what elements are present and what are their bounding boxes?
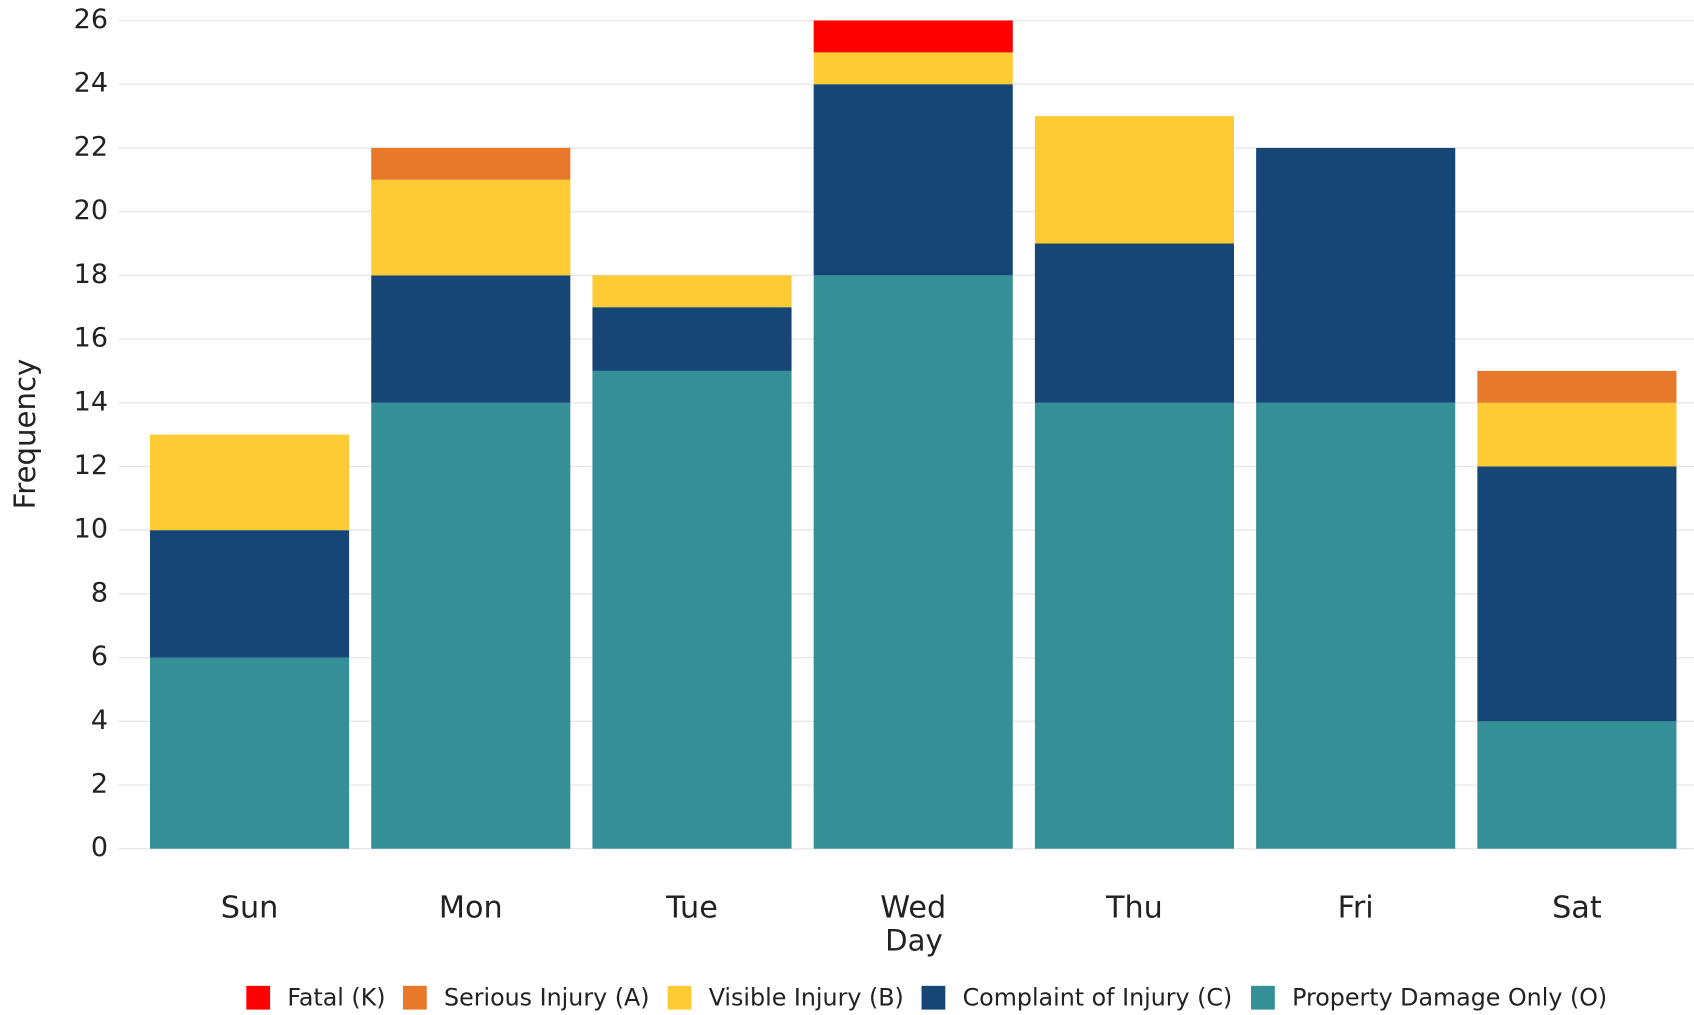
bar-segment [149, 530, 350, 658]
bar-segment [1034, 402, 1235, 849]
legend-swatch [921, 985, 946, 1010]
bar-segment [813, 84, 1013, 276]
bar-segment [371, 402, 571, 849]
bar-segment [813, 275, 1013, 849]
x-tick-label: Mon [439, 891, 503, 926]
y-tick-label: 18 [74, 259, 108, 290]
bar-segment [149, 434, 350, 531]
y-tick-label: 22 [74, 131, 108, 162]
y-tick-label: 14 [74, 386, 108, 417]
legend-swatch [1251, 985, 1275, 1010]
bar-segment [813, 52, 1013, 85]
bar-segment [592, 275, 792, 308]
x-tick-label: Tue [665, 891, 718, 926]
x-tick-label: Sat [1552, 891, 1602, 926]
bar-segment [592, 370, 792, 849]
bar-segment [1477, 721, 1677, 849]
bar-segment [1256, 402, 1456, 849]
y-tick-label: 4 [91, 705, 108, 736]
y-tick-label: 24 [74, 68, 108, 99]
legend-label: Visible Injury (B) [709, 983, 904, 1011]
x-tick-label: Sun [221, 891, 279, 926]
y-tick-label: 12 [74, 450, 108, 481]
legend-label: Complaint of Injury (C) [963, 983, 1233, 1011]
legend-label: Property Damage Only (O) [1292, 983, 1607, 1011]
y-tick-label: 20 [74, 195, 108, 226]
bar-segment [371, 147, 571, 180]
bar-segment [371, 179, 571, 276]
bar-segment [149, 657, 350, 849]
bar-segment [1477, 370, 1677, 403]
bar-segment [1477, 402, 1677, 467]
bar-segment [1034, 116, 1235, 244]
x-tick-label: Wed [880, 891, 946, 926]
y-tick-label: 16 [74, 323, 108, 354]
y-tick-label: 10 [74, 514, 108, 545]
legend-label: Serious Injury (A) [444, 983, 649, 1011]
legend-swatch [402, 985, 427, 1010]
y-tick-label: 6 [91, 641, 108, 672]
y-axis-title: Frequency [8, 359, 42, 510]
x-tick-label: Fri [1338, 891, 1374, 926]
legend-label: Fatal (K) [287, 983, 385, 1011]
legend-swatch [667, 985, 692, 1010]
bar-segment [371, 275, 571, 403]
y-tick-label: 26 [74, 4, 108, 35]
bar-segment [1256, 147, 1456, 403]
bar-segment [1477, 466, 1677, 722]
y-tick-label: 0 [91, 832, 108, 863]
y-tick-label: 8 [91, 577, 108, 608]
bar-segment [1034, 243, 1235, 403]
y-tick-label: 2 [91, 769, 108, 800]
x-tick-label: Thu [1105, 891, 1163, 926]
legend-swatch [246, 985, 271, 1010]
x-axis-title: Day [885, 924, 943, 958]
bar-segment [592, 307, 792, 371]
bar-segment [813, 20, 1013, 53]
